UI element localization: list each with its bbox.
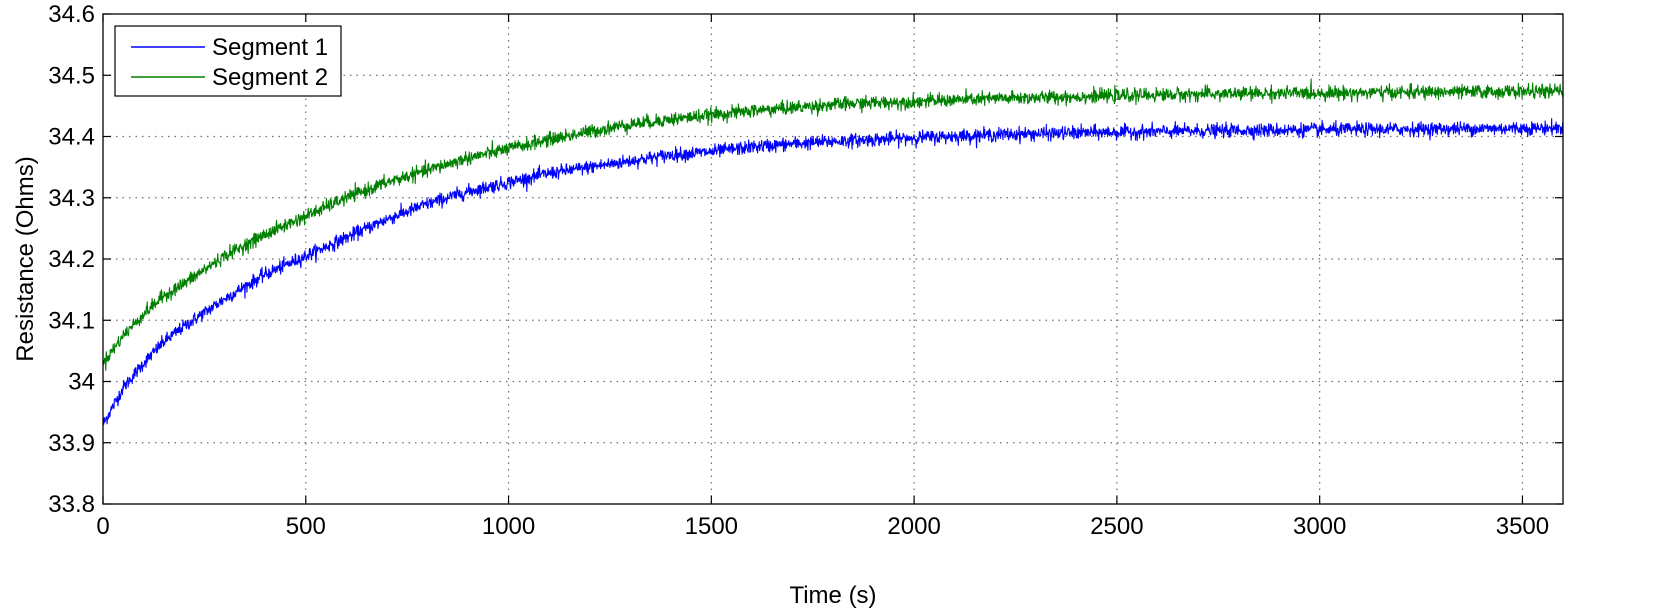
y-tick-label: 34.1 (48, 307, 95, 334)
x-tick-label: 2500 (1090, 513, 1143, 540)
legend-box (114, 25, 342, 97)
y-tick-label: 34.3 (48, 185, 95, 212)
x-tick-label: 1500 (685, 513, 738, 540)
y-tick-label: 34.5 (48, 62, 95, 89)
x-tick-label: 2000 (887, 513, 940, 540)
axes-layer: 0 500 1000 1500 2000 2500 3000 3500 33.8 33.9 34 34… (48, 1, 1564, 540)
x-tick-label: 1000 (482, 513, 535, 540)
legend-label-2: Segment 2 (212, 64, 328, 91)
y-tick-label: 34.2 (48, 246, 95, 273)
legend-label-1: Segment 1 (212, 34, 328, 61)
x-axis-label: Time (s) (789, 582, 876, 609)
x-tick-label: 0 (96, 513, 109, 540)
series-line-2 (102, 78, 1564, 371)
grid-layer (103, 14, 1563, 504)
y-tick-label: 33.9 (48, 430, 95, 457)
y-tick-label: 34.4 (48, 124, 95, 151)
y-axis-label: Resistance (Ohms) (12, 156, 39, 361)
series-line-1 (102, 118, 1564, 426)
x-tick-label: 3500 (1496, 513, 1549, 540)
y-tick-label: 34 (68, 369, 95, 396)
x-tick-label: 500 (286, 513, 326, 540)
legend: Segment 1 Segment 2 (114, 25, 342, 97)
y-tick-label: 33.8 (48, 491, 95, 518)
series-layer (102, 78, 1564, 426)
y-tick-label: 34.6 (48, 1, 95, 28)
x-tick-label: 3000 (1293, 513, 1346, 540)
